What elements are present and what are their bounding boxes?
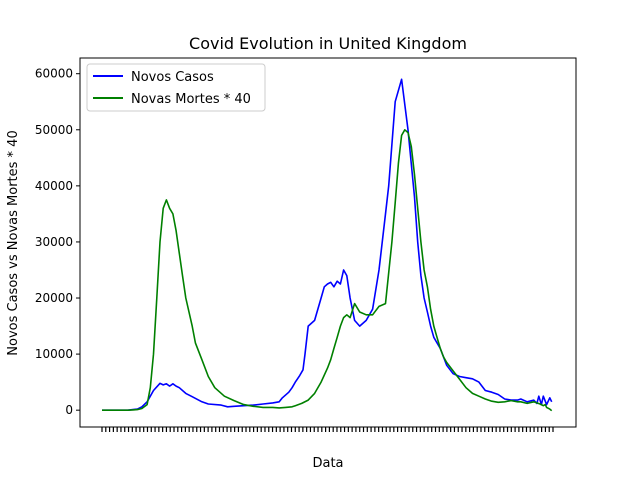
- legend: Novos Casos Novas Mortes * 40: [86, 63, 266, 112]
- y-axis-label: Novos Casos vs Novas Mortes * 40: [6, 130, 21, 355]
- plot-frame: [79, 57, 577, 428]
- y-tick-label: 30000: [35, 235, 73, 249]
- y-tick-label: 20000: [35, 291, 73, 305]
- y-tick-label: 60000: [35, 67, 73, 81]
- series-line-0: [102, 78, 553, 412]
- y-tick-label: 40000: [35, 179, 73, 193]
- y-tick-label: 10000: [35, 347, 73, 361]
- y-tick-label: 50000: [35, 123, 73, 137]
- chart-title: Covid Evolution in United Kingdom: [189, 34, 467, 53]
- y-tick-label: 0: [65, 403, 73, 417]
- legend-label-novas-mortes: Novas Mortes * 40: [131, 92, 251, 107]
- series-line-1: [102, 129, 553, 412]
- x-axis-label: Data: [312, 456, 343, 471]
- legend-label-novos-casos: Novos Casos: [131, 70, 214, 85]
- legend-box: [86, 63, 266, 112]
